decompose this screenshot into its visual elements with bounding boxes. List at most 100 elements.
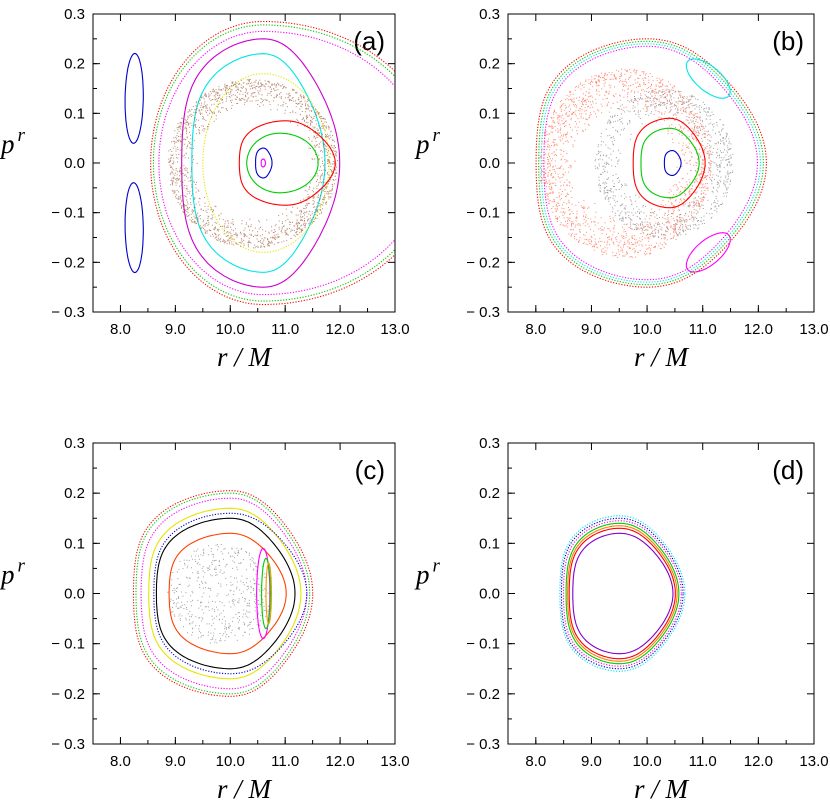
x-axis-label: r / M	[634, 774, 690, 800]
y-axis-label-sup: r	[18, 556, 26, 577]
y-tick-label: 0.1	[64, 105, 85, 122]
y-tick-label: 0.3	[479, 435, 500, 452]
island-curve	[256, 547, 271, 640]
y-tick-label: 0.3	[64, 435, 85, 452]
panel-c: 8.0 9.0 10.0 11.0 12.0 13.0 0.3 0.2 0.1 0.0 − 0.1 −…	[0, 435, 410, 800]
orbit-curve	[246, 132, 319, 194]
orbit-curve	[535, 38, 767, 288]
x-tick-label: 12.0	[744, 753, 773, 770]
orbit-curve	[567, 525, 678, 662]
y-tick-label: − 0.3	[51, 736, 85, 753]
orbit-curve	[543, 45, 758, 281]
y-tick-label: − 0.1	[466, 636, 500, 653]
orbit-curve	[568, 527, 676, 660]
orbit-curve	[260, 158, 267, 168]
panel-label: (d)	[772, 455, 804, 485]
orbit-curve	[560, 517, 684, 670]
x-tick-label: 12.0	[325, 753, 354, 770]
orbit-curve	[158, 30, 395, 296]
y-tick-label: 0.2	[64, 56, 85, 73]
orbit-curve	[168, 532, 287, 655]
chaotic-scatter-points	[167, 544, 271, 644]
orbit-curve	[640, 127, 700, 199]
y-tick-label: − 0.3	[51, 304, 85, 321]
orbit-curve	[150, 20, 395, 306]
orbit-curve	[559, 515, 686, 672]
x-tick-label: 9.0	[165, 321, 186, 338]
x-tick-label: 13.0	[380, 753, 409, 770]
panel-d: 8.0 9.0 10.0 11.0 12.0 13.0 0.3 0.2 0.1 0.0 − 0.1 −…	[414, 435, 829, 800]
y-tick-label: − 0.3	[466, 736, 500, 753]
x-tick-label: 9.0	[165, 753, 186, 770]
x-tick-label: 10.0	[216, 753, 245, 770]
y-tick-label: − 0.2	[51, 686, 85, 703]
orbit-curve	[538, 40, 764, 286]
y-tick-label: 0.1	[479, 105, 500, 122]
y-tick-label: 0.2	[479, 485, 500, 502]
orbit-curve	[238, 120, 336, 206]
data-layer	[535, 38, 767, 288]
plot-frame	[92, 13, 396, 313]
island-curve	[265, 562, 273, 625]
panel-label: (a)	[353, 26, 385, 56]
y-tick-label: 0.1	[479, 535, 500, 552]
data-layer	[132, 490, 314, 697]
orbit-curve	[148, 507, 302, 680]
x-tick-label: 10.0	[216, 321, 245, 338]
panel-b: 8.0 9.0 10.0 11.0 12.0 13.0 0.3 0.2 0.1 0.0 − 0.1 −…	[414, 6, 829, 372]
orbit-curve	[153, 512, 308, 675]
y-tick-label: − 0.2	[466, 686, 500, 703]
plot-frame	[92, 442, 396, 745]
x-tick-label: 11.0	[271, 753, 299, 770]
x-tick-label: 9.0	[581, 321, 602, 338]
y-tick-label: 0.0	[64, 586, 85, 603]
x-tick-label: 10.0	[632, 753, 661, 770]
x-tick-label: 11.0	[689, 321, 717, 338]
x-axis-label: r / M	[634, 342, 690, 372]
orbit-curve	[632, 117, 706, 209]
y-axis-label-sup: r	[433, 125, 441, 146]
y-tick-label: − 0.1	[51, 205, 85, 222]
orbit-curve	[202, 73, 330, 253]
y-axis-label-sup: r	[18, 125, 26, 146]
y-tick-label: 0.2	[64, 485, 85, 502]
orbit-curve	[152, 24, 395, 302]
x-tick-label: 13.0	[799, 321, 828, 338]
y-tick-label: 0.1	[64, 535, 85, 552]
island-curve	[124, 52, 144, 144]
x-tick-label: 8.0	[525, 753, 546, 770]
y-axis-label-sup: r	[433, 556, 441, 577]
orbit-curve	[255, 147, 273, 179]
y-tick-label: 0.0	[479, 155, 500, 172]
y-tick-label: − 0.1	[466, 205, 500, 222]
x-tick-label: 13.0	[799, 753, 828, 770]
orbit-curve	[155, 517, 296, 670]
x-tick-label: 8.0	[110, 753, 131, 770]
y-tick-label: − 0.1	[51, 636, 85, 653]
panel-label: (c)	[355, 455, 385, 485]
panel-a: 8.0 9.0 10.0 11.0 12.0 13.0 0.3 0.2 0.1 0.0 − 0.1 −…	[0, 6, 410, 372]
x-tick-label: 12.0	[325, 321, 354, 338]
y-tick-label: 0.3	[479, 6, 500, 23]
x-tick-label: 8.0	[525, 321, 546, 338]
x-tick-label: 13.0	[380, 321, 409, 338]
y-tick-label: 0.0	[64, 155, 85, 172]
x-tick-label: 11.0	[689, 753, 717, 770]
data-layer	[124, 20, 395, 306]
x-axis-label: r / M	[217, 342, 273, 372]
y-tick-label: 0.0	[479, 586, 500, 603]
orbit-curve	[191, 53, 326, 273]
y-tick-label: − 0.2	[466, 254, 500, 271]
x-tick-label: 10.0	[632, 321, 661, 338]
plot-frame	[507, 13, 815, 313]
orbit-curve	[140, 497, 308, 690]
island-curve	[685, 58, 731, 99]
x-axis-label: r / M	[217, 774, 273, 800]
orbit-curve	[540, 43, 761, 283]
data-layer	[559, 515, 686, 672]
